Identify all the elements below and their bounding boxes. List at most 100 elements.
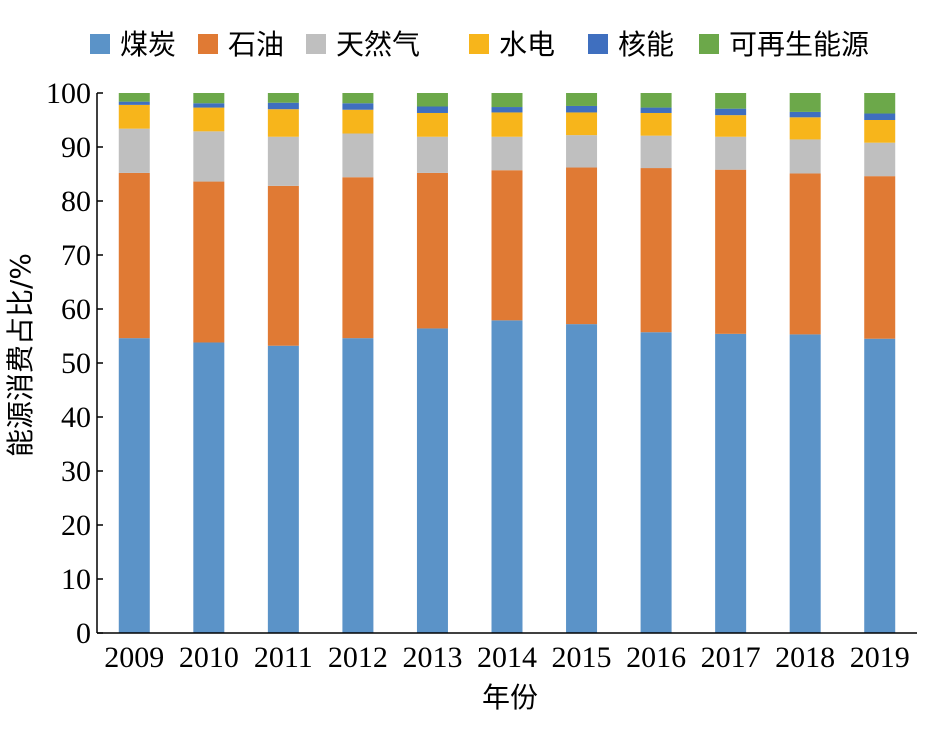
bar-segment bbox=[491, 107, 523, 113]
bar-segment bbox=[715, 93, 747, 109]
bar-segment bbox=[864, 120, 896, 143]
bar-segment bbox=[193, 103, 225, 108]
x-tick-label: 2009 bbox=[104, 641, 164, 674]
bar-segment bbox=[789, 117, 821, 140]
bar-stack-2018 bbox=[789, 93, 821, 633]
bar-segment bbox=[715, 108, 747, 116]
x-tick-label: 2013 bbox=[402, 641, 462, 674]
bar-segment bbox=[416, 106, 448, 113]
bar-segment bbox=[491, 320, 523, 633]
bar-segment bbox=[640, 112, 672, 136]
bar-segment bbox=[491, 170, 523, 321]
x-tick-label: 2010 bbox=[179, 641, 239, 674]
x-tick-label: 2012 bbox=[328, 641, 388, 674]
x-axis: 2009 2010 2011 2012 2013 2014 2015 2016 2017 2018… bbox=[97, 632, 917, 674]
legend: 煤炭 石油 天然气 水电 核能 可再生能源 bbox=[90, 28, 869, 61]
bar-segment bbox=[715, 169, 747, 334]
bar-segment bbox=[342, 338, 374, 633]
bar-stack-2015 bbox=[566, 93, 598, 633]
y-tick-label: 90 bbox=[61, 131, 91, 164]
legend-swatch bbox=[588, 34, 608, 54]
y-tick-label: 30 bbox=[61, 455, 91, 488]
bar-segment bbox=[789, 139, 821, 174]
bars bbox=[118, 93, 896, 633]
bar-segment bbox=[267, 136, 299, 186]
legend-label: 煤炭 bbox=[120, 28, 176, 61]
bar-segment bbox=[789, 334, 821, 633]
bar-segment bbox=[416, 328, 448, 633]
bar-segment bbox=[267, 345, 299, 633]
bar-segment bbox=[118, 338, 150, 633]
bar-stack-2010 bbox=[193, 93, 225, 633]
bar-stack-2012 bbox=[342, 93, 374, 633]
bar-segment bbox=[640, 107, 672, 113]
y-tick-label: 60 bbox=[61, 293, 91, 326]
bar-segment bbox=[342, 103, 374, 110]
bar-segment bbox=[416, 136, 448, 173]
y-tick-label: 50 bbox=[61, 347, 91, 380]
bar-segment bbox=[118, 172, 150, 339]
bar-segment bbox=[566, 135, 598, 168]
legend-label: 天然气 bbox=[336, 28, 420, 61]
bar-stack-2014 bbox=[491, 93, 523, 633]
y-tick-label: 0 bbox=[76, 617, 91, 650]
bar-segment bbox=[640, 332, 672, 633]
y-tick-label: 40 bbox=[61, 401, 91, 434]
bar-segment bbox=[566, 324, 598, 633]
x-tick-label: 2017 bbox=[701, 641, 761, 674]
bar-segment bbox=[342, 177, 374, 339]
bar-segment bbox=[267, 102, 299, 110]
bar-segment bbox=[715, 333, 747, 633]
bar-segment bbox=[267, 185, 299, 346]
bar-segment bbox=[789, 111, 821, 118]
bar-segment bbox=[491, 112, 523, 137]
bar-segment bbox=[342, 109, 374, 134]
bar-segment bbox=[864, 338, 896, 633]
bar-segment bbox=[789, 173, 821, 335]
bar-segment bbox=[118, 93, 150, 102]
x-axis-title: 年份 bbox=[482, 681, 538, 714]
bar-stack-2019 bbox=[864, 93, 896, 633]
bar-segment bbox=[864, 113, 896, 120]
x-tick-label: 2019 bbox=[850, 641, 910, 674]
bar-segment bbox=[566, 167, 598, 325]
y-tick-label: 10 bbox=[61, 563, 91, 596]
y-tick-label: 80 bbox=[61, 185, 91, 218]
bar-segment bbox=[640, 93, 672, 108]
x-tick-label: 2015 bbox=[552, 641, 612, 674]
bar-stack-2013 bbox=[416, 93, 448, 633]
bar-segment bbox=[491, 136, 523, 171]
bar-segment bbox=[640, 135, 672, 169]
bar-segment bbox=[193, 181, 225, 343]
legend-swatch bbox=[90, 34, 110, 54]
bar-segment bbox=[864, 176, 896, 339]
bar-segment bbox=[342, 93, 374, 104]
bar-segment bbox=[566, 105, 598, 113]
bar-segment bbox=[789, 93, 821, 112]
x-tick-label: 2011 bbox=[254, 641, 313, 674]
bar-stack-2011 bbox=[267, 93, 299, 633]
bar-segment bbox=[267, 109, 299, 137]
legend-swatch bbox=[699, 34, 719, 54]
bar-segment bbox=[640, 168, 672, 333]
legend-label: 石油 bbox=[228, 28, 284, 61]
bar-segment bbox=[416, 172, 448, 329]
y-tick-label: 70 bbox=[61, 239, 91, 272]
y-axis: 0 10 20 30 40 50 60 70 80 90 100 bbox=[46, 77, 103, 650]
bar-segment bbox=[193, 342, 225, 633]
y-tick-label: 20 bbox=[61, 509, 91, 542]
x-tick-label: 2014 bbox=[477, 641, 537, 674]
bar-segment bbox=[193, 107, 225, 132]
bar-segment bbox=[715, 136, 747, 170]
bar-segment bbox=[118, 101, 150, 105]
bar-segment bbox=[491, 93, 523, 108]
bar-segment bbox=[416, 112, 448, 137]
bar-segment bbox=[193, 131, 225, 182]
bar-segment bbox=[416, 93, 448, 107]
x-tick-label: 2018 bbox=[775, 641, 835, 674]
bar-segment bbox=[864, 93, 896, 114]
bar-segment bbox=[342, 133, 374, 178]
bar-segment bbox=[118, 128, 150, 173]
legend-label: 可再生能源 bbox=[729, 28, 869, 61]
